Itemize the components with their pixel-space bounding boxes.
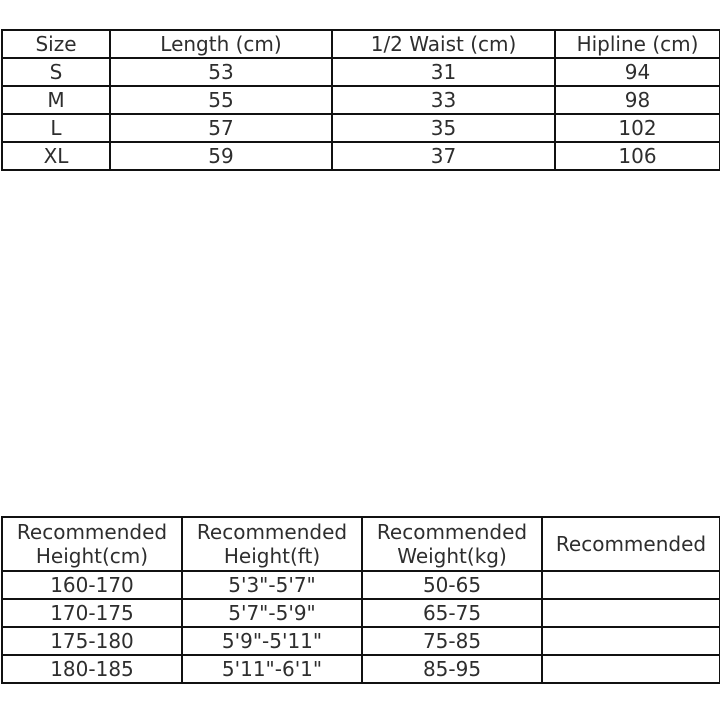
table-cell: 102 <box>554 113 720 143</box>
table-cell: 5'11"-6'1" <box>181 654 363 684</box>
column-header: Size <box>1 29 111 59</box>
table-cell <box>541 654 720 684</box>
table-cell: 57 <box>109 113 333 143</box>
table-cell: 55 <box>109 85 333 115</box>
table-cell: 35 <box>331 113 556 143</box>
table-cell: 175-180 <box>1 626 183 656</box>
table-cell <box>541 570 720 600</box>
table-cell: 75-85 <box>361 626 543 656</box>
column-header: Length (cm) <box>109 29 333 59</box>
column-header: Recommended <box>541 516 720 572</box>
table-cell <box>541 626 720 656</box>
table-cell: 59 <box>109 141 333 171</box>
table-row: XL 59 37 106 <box>1 141 720 171</box>
table-cell: XL <box>1 141 111 171</box>
table-row: 180-185 5'11"-6'1" 85-95 <box>1 654 720 684</box>
table-cell: 98 <box>554 85 720 115</box>
table-row: 175-180 5'9"-5'11" 75-85 <box>1 626 720 656</box>
table-cell: 106 <box>554 141 720 171</box>
header-row: Recommended Height(cm) Recommended Height… <box>1 516 720 572</box>
table-row: 160-170 5'3"-5'7" 50-65 <box>1 570 720 600</box>
table-cell: 5'7"-5'9" <box>181 598 363 628</box>
table-cell: S <box>1 57 111 87</box>
table-cell: 33 <box>331 85 556 115</box>
table-row: M 55 33 98 <box>1 85 720 115</box>
column-header: Hipline (cm) <box>554 29 720 59</box>
table-cell: 50-65 <box>361 570 543 600</box>
column-header: Recommended Weight(kg) <box>361 516 543 572</box>
table-row: 170-175 5'7"-5'9" 65-75 <box>1 598 720 628</box>
table-cell: 180-185 <box>1 654 183 684</box>
table-cell: 85-95 <box>361 654 543 684</box>
size-table: Size Length (cm) 1/2 Waist (cm) Hipline (cm… <box>1 29 720 171</box>
table-cell: 94 <box>554 57 720 87</box>
table-cell: 170-175 <box>1 598 183 628</box>
table-cell: 31 <box>331 57 556 87</box>
table-cell: L <box>1 113 111 143</box>
recommendation-table: Recommended Height(cm) Recommended Height… <box>1 516 720 684</box>
table-cell: 5'3"-5'7" <box>181 570 363 600</box>
column-header: Recommended Height(ft) <box>181 516 363 572</box>
table-cell: 160-170 <box>1 570 183 600</box>
table-cell: 65-75 <box>361 598 543 628</box>
header-row: Size Length (cm) 1/2 Waist (cm) Hipline (cm… <box>1 29 720 59</box>
table-row: S 53 31 94 <box>1 57 720 87</box>
table-cell: 37 <box>331 141 556 171</box>
table-cell <box>541 598 720 628</box>
column-header: Recommended Height(cm) <box>1 516 183 572</box>
table-cell: M <box>1 85 111 115</box>
column-header: 1/2 Waist (cm) <box>331 29 556 59</box>
table-cell: 5'9"-5'11" <box>181 626 363 656</box>
table-row: L 57 35 102 <box>1 113 720 143</box>
table-cell: 53 <box>109 57 333 87</box>
